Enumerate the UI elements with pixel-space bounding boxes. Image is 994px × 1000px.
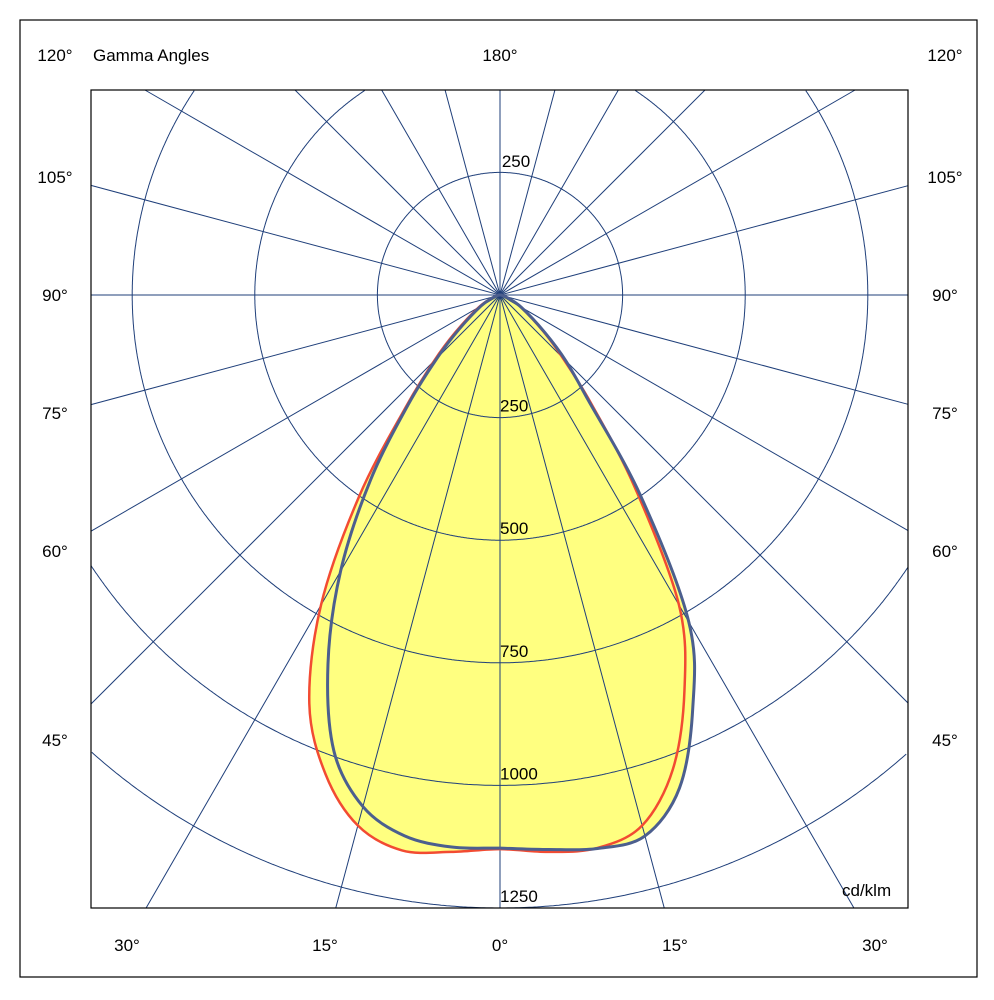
angle-label-bottom-0: 30° <box>114 936 140 955</box>
angle-label-right-5: 45° <box>932 731 958 750</box>
angle-label-bottom-4: 30° <box>862 936 888 955</box>
chart-title: Gamma Angles <box>93 46 209 65</box>
radial-line-150 <box>145 89 619 909</box>
angle-label-bottom-2: 0° <box>492 936 508 955</box>
radial-tick-label-750: 750 <box>500 642 528 661</box>
unit-label: cd/klm <box>842 881 891 900</box>
top-ring-label: 250 <box>502 152 530 171</box>
outer-frame <box>19 19 978 978</box>
radial-tick-label-1000: 1000 <box>500 764 538 783</box>
angle-label-left-4: 60° <box>42 542 68 561</box>
radial-line-165 <box>335 89 556 909</box>
radial-tick-label-250: 250 <box>500 397 528 416</box>
radial-tick-label-1250: 1250 <box>500 887 538 906</box>
radial-line-45 <box>294 89 909 704</box>
ring-750 <box>131 90 869 664</box>
angle-label-left-3: 75° <box>42 404 68 423</box>
angle-label-right-3: 75° <box>932 404 958 423</box>
angle-label-left-0: 120° <box>37 46 72 65</box>
plot-area-frame <box>90 89 909 909</box>
angle-label-right-0: 120° <box>927 46 962 65</box>
angle-label-right-1: 105° <box>927 168 962 187</box>
angle-label-left-5: 45° <box>42 731 68 750</box>
radial-line-135 <box>90 89 706 705</box>
ring-1000 <box>90 565 909 786</box>
angle-label-left-2: 90° <box>42 286 68 305</box>
radial-line-15 <box>444 89 665 909</box>
radial-line-30 <box>381 89 855 909</box>
angle-label-right-2: 90° <box>932 286 958 305</box>
ring-500 <box>254 90 746 541</box>
angle-label-right-4: 60° <box>932 542 958 561</box>
intensity-curve-1 <box>326 293 697 852</box>
radial-line-120 <box>90 89 856 532</box>
radial-tick-label-500: 500 <box>500 519 528 538</box>
angle-label-bottom-1: 15° <box>312 936 338 955</box>
angle-label-left-1: 105° <box>37 168 72 187</box>
angle-label-bottom-3: 15° <box>662 936 688 955</box>
angle-label-top: 180° <box>482 46 517 65</box>
